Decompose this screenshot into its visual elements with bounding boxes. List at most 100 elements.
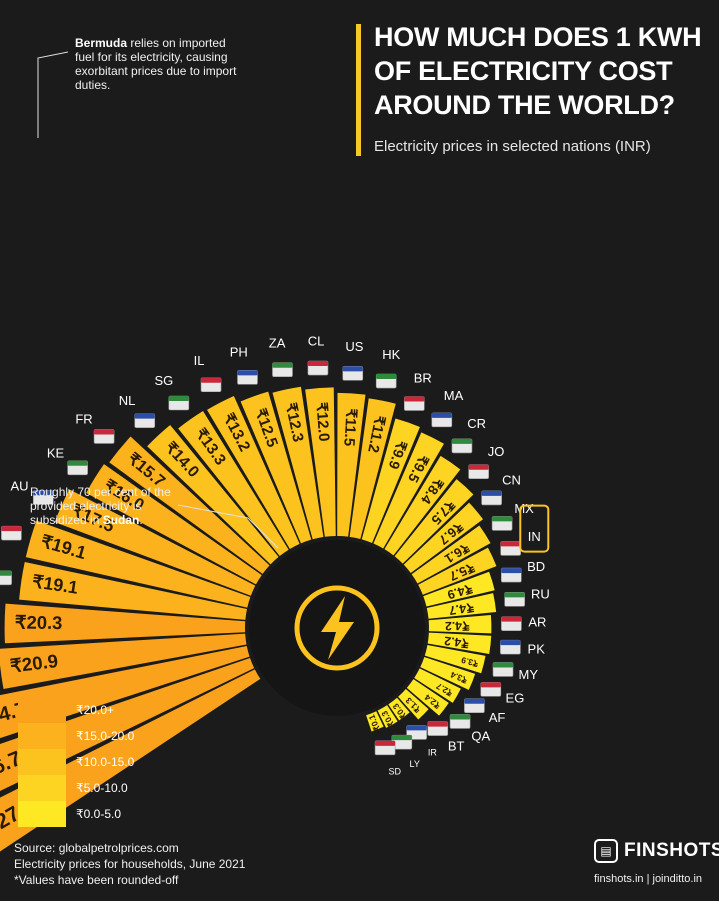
sudan-leader-line — [177, 504, 279, 549]
bar-af — [414, 668, 461, 703]
bar-in — [418, 547, 497, 595]
lightning-bolt-icon — [321, 596, 354, 660]
bar-us — [337, 392, 366, 537]
flag-stripe — [451, 438, 472, 444]
legend-swatch — [18, 749, 66, 775]
flag-stripe — [493, 662, 514, 668]
flag-stripe — [134, 413, 155, 419]
bar-pk — [427, 632, 492, 655]
flag-stripe — [431, 412, 452, 418]
country-label-af: AF — [489, 710, 506, 725]
bermuda-leader-line — [37, 51, 69, 138]
flag-stripe — [376, 374, 397, 380]
country-label-jo: JO — [488, 444, 505, 459]
bar-il — [207, 395, 300, 549]
country-label-sg: SG — [154, 373, 173, 388]
legend-swatch — [18, 697, 66, 723]
brand-name: FINSHOTS — [624, 840, 719, 861]
source-note: Electricity prices for households, June … — [14, 857, 246, 871]
chart-title: HOW MUCH DOES 1 KWH OF ELECTRICITY COST … — [374, 22, 702, 120]
legend-label: ₹5.0-10.0 — [76, 781, 128, 795]
highlight-box — [519, 504, 550, 553]
country-label-cr: CR — [467, 416, 486, 431]
title-accent-bar — [356, 24, 361, 156]
flag-stripe — [427, 721, 448, 727]
flag-stripe — [450, 714, 471, 720]
flag-stripe — [1, 526, 22, 532]
country-label-bd: BD — [527, 559, 545, 574]
bar-fr — [109, 436, 270, 574]
country-label-ph: PH — [230, 344, 248, 359]
country-label-cl: CL — [308, 334, 325, 349]
flag-stripe — [504, 592, 525, 598]
legend-item-5-10: ₹5.0-10.0 — [18, 775, 134, 801]
legend-label: ₹20.0+ — [76, 703, 114, 717]
country-label-ir: IR — [428, 747, 438, 757]
brand-logo: ▤ FINSHOTS — [594, 839, 719, 863]
legend-item-0-5: ₹0.0-5.0 — [18, 801, 134, 827]
sudan-annotation: Roughly 70 per cent of the provided elec… — [30, 485, 171, 527]
flag-stripe — [406, 725, 427, 731]
bar-bt — [398, 688, 429, 720]
flag-stripe — [33, 490, 54, 496]
bar-ph — [240, 391, 312, 544]
legend-item-15-20: ₹15.0-20.0 — [18, 723, 134, 749]
rounding-note: *Values have been rounded-off — [14, 873, 179, 887]
legend-swatch — [18, 723, 66, 749]
country-label-ru: RU — [531, 587, 550, 602]
bar-nl — [147, 425, 279, 565]
country-label-fr: FR — [75, 411, 92, 426]
value-label: ₹4.2 — [445, 618, 470, 633]
flag-stripe — [168, 396, 189, 402]
country-label-pk: PK — [528, 641, 546, 656]
bar-ke — [86, 464, 262, 585]
bar-it — [25, 520, 251, 608]
bar-au — [54, 489, 256, 596]
value-label: ₹4.7 — [448, 600, 475, 618]
bar-jp — [19, 562, 247, 620]
bermuda-bold: Bermuda — [75, 36, 128, 50]
bar-cn — [403, 502, 484, 574]
country-label-hk: HK — [382, 347, 400, 362]
bar-jo — [394, 479, 474, 564]
flag-stripe — [272, 362, 293, 368]
flag-stripe — [500, 640, 521, 646]
bar-my — [424, 644, 486, 674]
flag-stripe — [500, 541, 521, 547]
flag-stripe — [391, 735, 412, 741]
bar-sg — [178, 411, 289, 557]
value-label: ₹20.3 — [15, 611, 63, 633]
bar-eg — [420, 656, 476, 690]
bar-sd — [366, 711, 384, 732]
flag-stripe — [481, 490, 502, 496]
bar-mx — [411, 525, 491, 584]
value-label: ₹11.5 — [340, 408, 359, 447]
country-label-qa: QA — [471, 729, 490, 744]
legend-swatch — [18, 801, 66, 827]
bar-bd — [423, 571, 495, 607]
country-label-ly: LY — [410, 759, 420, 769]
flag-stripe — [307, 361, 328, 367]
bar-ru — [426, 593, 497, 619]
country-label-sd: SD — [389, 766, 402, 776]
flag-stripe — [468, 464, 489, 470]
flag-stripe — [480, 682, 501, 688]
value-label: ₹3.9 — [460, 655, 479, 669]
flag-stripe — [464, 698, 485, 704]
country-label-br: BR — [414, 370, 432, 385]
value-label: ₹12.0 — [312, 402, 332, 442]
bar-ma — [373, 432, 444, 549]
country-label-au: AU — [10, 478, 28, 493]
country-label-za: ZA — [269, 336, 286, 351]
country-label-mx: MX — [514, 501, 534, 516]
country-label-us: US — [345, 339, 363, 354]
bar-ir — [388, 697, 410, 721]
legend-item-20-plus: ₹20.0+ — [18, 697, 134, 723]
country-label-il: IL — [194, 353, 205, 368]
country-label-cn: CN — [502, 473, 521, 488]
country-label-ma: MA — [444, 388, 464, 403]
bar-br — [361, 418, 420, 543]
bar-za — [272, 386, 324, 540]
country-label-nl: NL — [119, 393, 136, 408]
country-label-ke: KE — [47, 446, 65, 461]
